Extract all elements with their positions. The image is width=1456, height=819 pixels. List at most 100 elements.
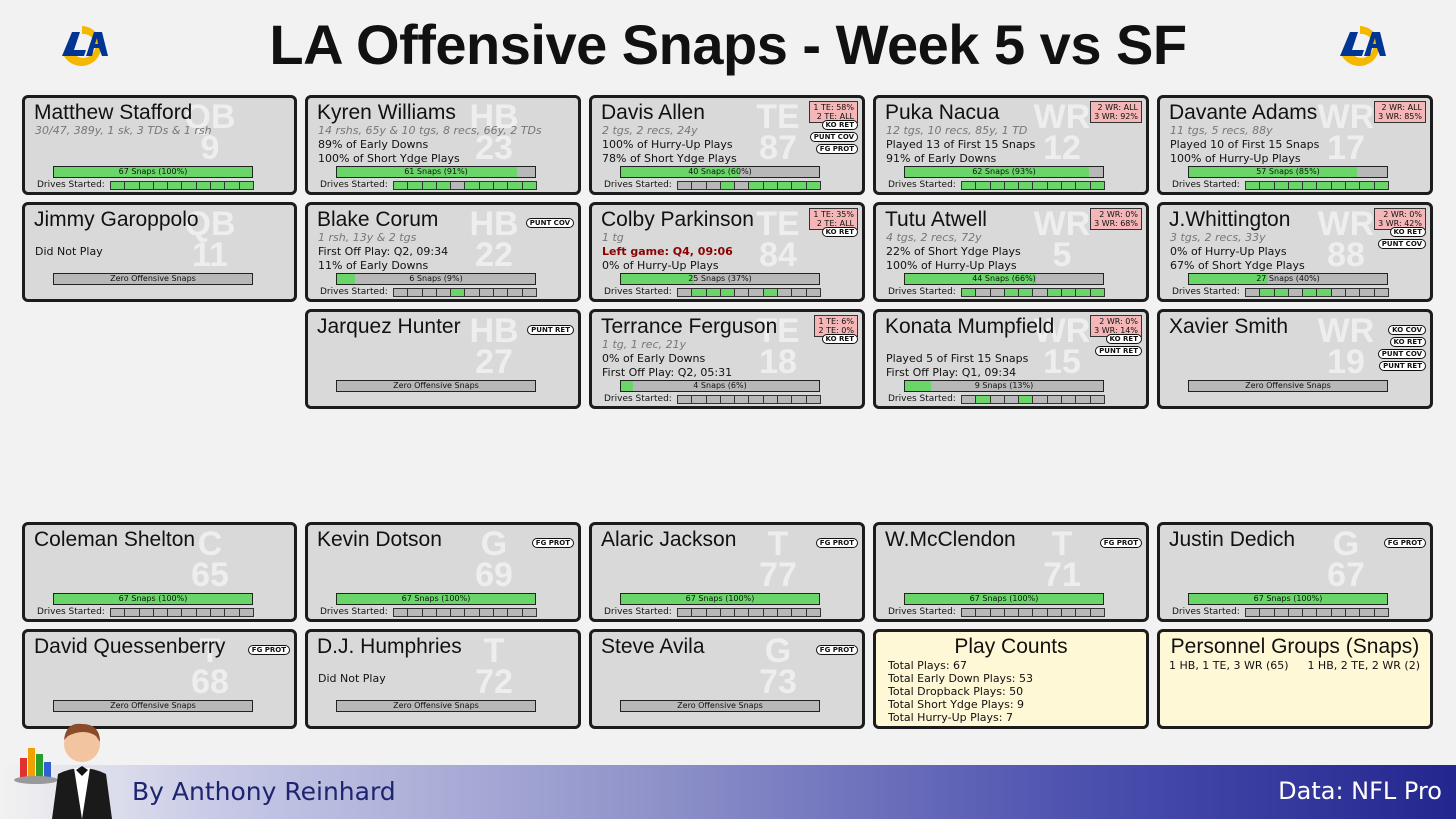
snap-label: 67 Snaps (100%) xyxy=(1253,594,1323,603)
drive-box xyxy=(990,396,1005,403)
drives-strip xyxy=(110,181,254,190)
personnel-pct: 3 WR: 92% xyxy=(1094,112,1138,121)
special-teams-tags: FG PROT xyxy=(531,538,574,548)
drive-box xyxy=(720,289,736,296)
jersey-number: 73 xyxy=(759,663,797,701)
drive-box xyxy=(436,182,452,189)
drive-box xyxy=(720,396,736,403)
rams-logo-icon xyxy=(1340,26,1386,66)
special-teams-tag: FG PROT xyxy=(815,144,858,154)
drive-box xyxy=(706,182,721,189)
snap-label: Zero Offensive Snaps xyxy=(1245,381,1331,390)
drive-box xyxy=(139,182,154,189)
drive-box xyxy=(1274,289,1289,296)
snap-fill xyxy=(621,381,633,391)
special-teams-tags: FG PROT xyxy=(1099,538,1142,548)
drive-box xyxy=(778,396,793,403)
player-card: HB 27 Jarquez Hunter Zero Offensive Snaps… xyxy=(305,309,581,409)
drive-box xyxy=(479,182,495,189)
jersey-number: 71 xyxy=(1043,556,1081,594)
player-card: HB 23 Kyren Williams 14 rshs, 65y & 10 tgs… xyxy=(305,95,581,195)
player-card: WR 12 Puka Nacua 12 tgs, 10 recs, 85y, 1 T… xyxy=(873,95,1149,195)
play-counts-panel: Play Counts Total Plays: 67 Total Early … xyxy=(873,629,1149,729)
drive-box xyxy=(436,609,452,616)
drive-box xyxy=(962,609,977,616)
jersey-number: 69 xyxy=(475,556,513,594)
personnel-pct: 2 WR: 0% xyxy=(1383,210,1422,219)
snap-bar: 67 Snaps (100%) xyxy=(53,166,253,178)
drive-box xyxy=(1346,609,1361,616)
drive-box xyxy=(508,609,523,616)
drive-box xyxy=(422,289,437,296)
drive-box xyxy=(465,289,480,296)
play-count-line: Total Early Down Plays: 53 xyxy=(888,672,1033,685)
player-card: WR 88 J.Whittington 3 tgs, 2 recs, 33y 0% o… xyxy=(1157,202,1433,302)
special-teams-tags: KO RET PUNT RET xyxy=(1095,334,1142,356)
drive-box xyxy=(1331,289,1347,296)
drive-box xyxy=(692,182,707,189)
play-counts-title: Play Counts xyxy=(954,635,1068,658)
snap-bar: 9 Snaps (13%) xyxy=(904,380,1104,392)
snap-fill xyxy=(905,274,1036,284)
player-name: Coleman Shelton xyxy=(34,528,196,551)
snap-label: 67 Snaps (100%) xyxy=(685,594,755,603)
drive-box xyxy=(522,609,536,616)
snap-bar: 6 Snaps (9%) xyxy=(336,273,536,285)
jersey-number: 84 xyxy=(759,236,797,274)
drive-box xyxy=(1331,182,1347,189)
drive-box xyxy=(1246,289,1261,296)
jersey-number: 15 xyxy=(1043,343,1081,381)
personnel-pct: 2 WR: ALL xyxy=(1097,103,1138,112)
special-teams-tag: FG PROT xyxy=(1383,538,1426,548)
drives-label: Drives Started: xyxy=(37,607,105,617)
position-label: WR xyxy=(1317,98,1375,136)
drive-box xyxy=(1317,182,1332,189)
position-watermark: WR 19 xyxy=(1316,314,1376,379)
drives-strip xyxy=(393,288,537,297)
player-card: G 73 Steve Avila Zero Offensive Snaps FG P… xyxy=(589,629,865,729)
player-card: T 77 Alaric Jackson 67 Snaps (100%) Drives… xyxy=(589,522,865,622)
jersey-number: 77 xyxy=(759,556,797,594)
drive-box xyxy=(735,609,750,616)
drives-strip xyxy=(1245,181,1389,190)
player-name: Jimmy Garoppolo xyxy=(34,208,199,231)
snap-bar: Zero Offensive Snaps xyxy=(53,700,253,712)
position-watermark: T 68 xyxy=(180,634,240,699)
personnel-pct-box: 2 WR: 0% 3 WR: 14% xyxy=(1090,315,1142,337)
stat-line: 2 tgs, 2 recs, 24y xyxy=(602,124,698,137)
jersey-number: 9 xyxy=(200,129,220,167)
personnel-group: 1 HB, 1 TE, 3 WR (65) xyxy=(1169,659,1289,672)
drive-box xyxy=(451,182,466,189)
snap-bar: 40 Snaps (60%) xyxy=(620,166,820,178)
drive-box xyxy=(451,289,466,296)
snap-bar: 67 Snaps (100%) xyxy=(620,593,820,605)
drive-box xyxy=(1360,609,1375,616)
data-source: Data: NFL Pro xyxy=(1278,777,1442,805)
drive-box xyxy=(749,609,764,616)
personnel-pct-box: 2 WR: ALL 3 WR: 85% xyxy=(1374,101,1426,123)
drive-box xyxy=(225,609,240,616)
drive-box xyxy=(1033,182,1048,189)
drive-box xyxy=(962,182,977,189)
player-name: Jarquez Hunter xyxy=(317,315,461,338)
drive-box xyxy=(806,182,820,189)
jersey-number: 18 xyxy=(759,343,797,381)
drive-box xyxy=(1004,289,1020,296)
position-label: HB xyxy=(469,98,519,136)
special-teams-tag: KO COV xyxy=(1388,325,1426,335)
drive-box xyxy=(720,182,736,189)
position-label: TE xyxy=(756,205,800,243)
drive-box xyxy=(1346,182,1361,189)
personnel-pct-box: 2 WR: 0% 3 WR: 68% xyxy=(1090,208,1142,230)
drive-box xyxy=(792,289,807,296)
drives-label: Drives Started: xyxy=(604,180,672,190)
drive-box xyxy=(1033,396,1048,403)
personnel-pct: 1 TE: 35% xyxy=(813,210,854,219)
position-watermark: T 71 xyxy=(1032,527,1092,594)
drive-box xyxy=(778,609,793,616)
special-teams-tag: PUNT RET xyxy=(527,325,574,335)
drive-box xyxy=(1346,289,1361,296)
drive-box xyxy=(1374,609,1388,616)
player-name: Kyren Williams xyxy=(317,101,456,124)
note-line: First Off Play: Q2, 09:34 xyxy=(318,245,449,258)
